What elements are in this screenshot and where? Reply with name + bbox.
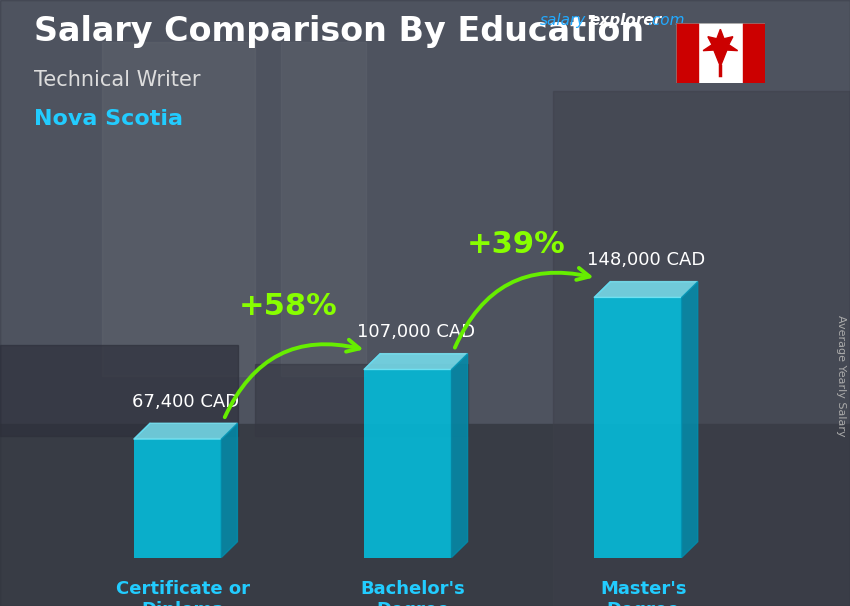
Polygon shape bbox=[221, 423, 237, 558]
Text: 67,400 CAD: 67,400 CAD bbox=[132, 393, 239, 411]
Text: Certificate or
Diploma: Certificate or Diploma bbox=[116, 581, 250, 606]
Text: Technical Writer: Technical Writer bbox=[34, 70, 201, 90]
Text: Master's
Degree: Master's Degree bbox=[600, 581, 687, 606]
Bar bbox=[676, 23, 698, 83]
Polygon shape bbox=[594, 282, 698, 298]
Bar bbox=[594, 298, 682, 558]
Bar bbox=[255, 364, 468, 436]
Bar bbox=[102, 42, 255, 376]
Bar bbox=[364, 370, 451, 558]
Polygon shape bbox=[451, 354, 468, 558]
Text: 107,000 CAD: 107,000 CAD bbox=[357, 324, 475, 341]
Bar bbox=[0, 0, 850, 424]
Text: .com: .com bbox=[647, 13, 684, 28]
Text: +39%: +39% bbox=[467, 230, 565, 259]
Text: Salary Comparison By Education: Salary Comparison By Education bbox=[34, 15, 644, 48]
Text: 148,000 CAD: 148,000 CAD bbox=[586, 251, 705, 269]
Bar bbox=[0, 424, 850, 606]
Bar bbox=[0, 345, 238, 436]
Polygon shape bbox=[703, 29, 738, 67]
Bar bbox=[552, 91, 850, 606]
Text: Average Yearly Salary: Average Yearly Salary bbox=[836, 315, 846, 436]
Polygon shape bbox=[364, 354, 468, 370]
Text: Nova Scotia: Nova Scotia bbox=[34, 109, 183, 129]
Bar bbox=[743, 23, 765, 83]
Text: explorer: explorer bbox=[589, 13, 661, 28]
Text: +58%: +58% bbox=[239, 291, 337, 321]
Text: salary: salary bbox=[540, 13, 586, 28]
Bar bbox=[133, 439, 221, 558]
Polygon shape bbox=[133, 423, 237, 439]
Text: Bachelor's
Degree: Bachelor's Degree bbox=[360, 581, 466, 606]
Polygon shape bbox=[682, 282, 698, 558]
Bar bbox=[280, 42, 366, 376]
